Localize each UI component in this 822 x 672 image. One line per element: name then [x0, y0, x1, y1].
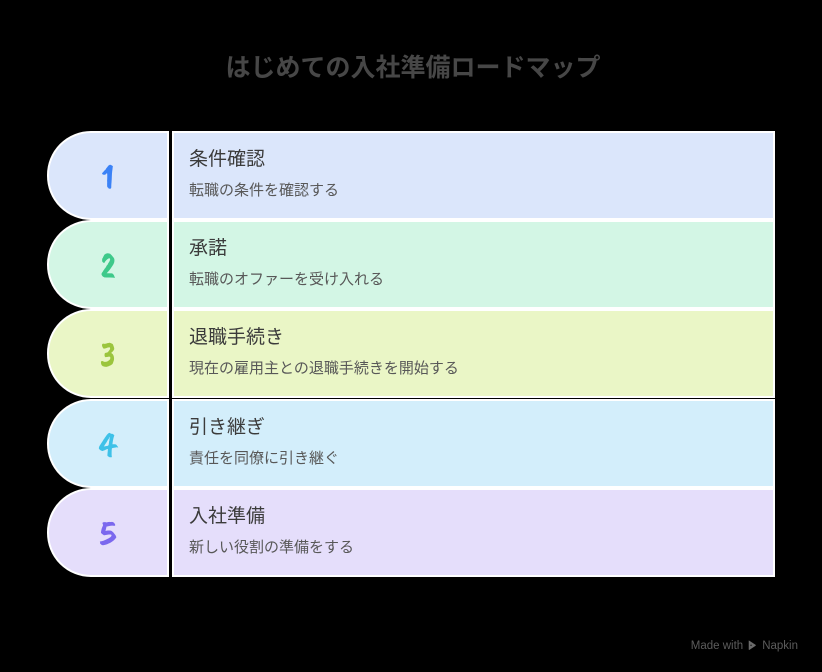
svg-text:5: 5 [99, 510, 117, 556]
svg-text:4: 4 [99, 421, 120, 467]
svg-text:3: 3 [100, 331, 115, 377]
svg-text:1: 1 [102, 153, 115, 199]
svg-text:2: 2 [100, 242, 115, 288]
